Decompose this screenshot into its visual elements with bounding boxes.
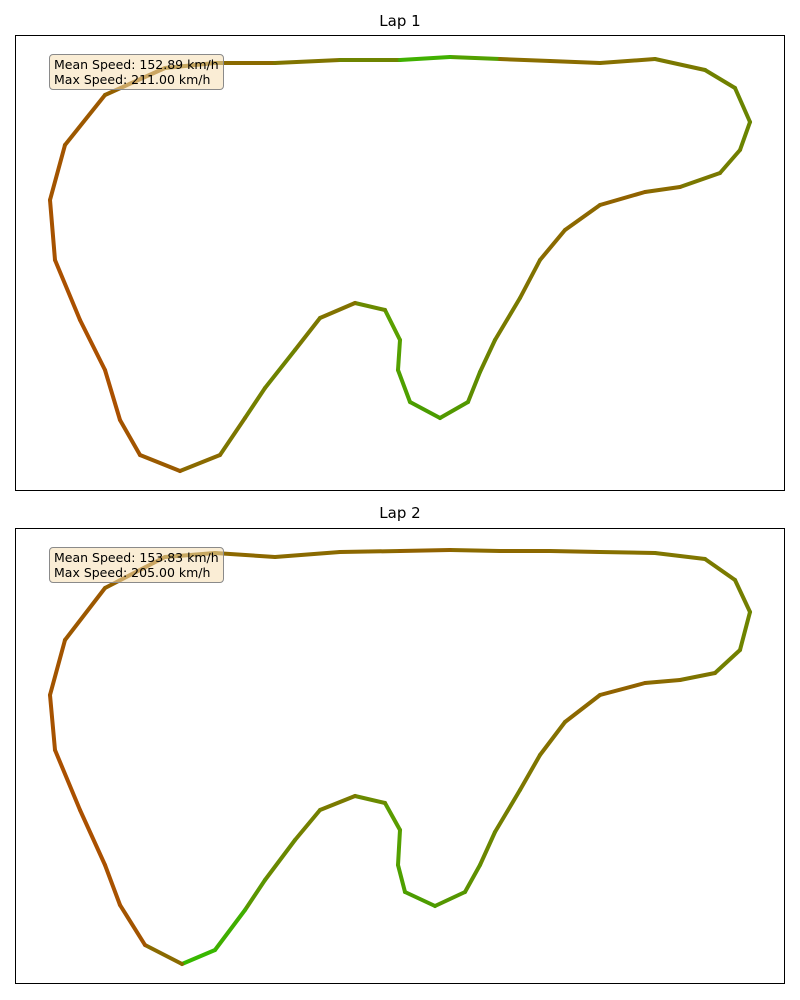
lap2-plot-area xyxy=(15,528,785,984)
lap2-mean-speed: Mean Speed: 153.83 km/h xyxy=(54,550,219,565)
lap2-track-segment xyxy=(318,794,357,812)
lap2-track-segment xyxy=(396,863,407,894)
lap2-track-segment xyxy=(383,801,402,832)
lap1-track-segment xyxy=(563,203,602,232)
lap2-track-segment xyxy=(180,948,217,966)
lap2-track-segment xyxy=(78,808,107,867)
lap2-track-segment xyxy=(433,890,467,908)
lap2-track-segment xyxy=(243,878,267,912)
lap1-track-segment xyxy=(438,400,470,420)
lap1-track-segment xyxy=(353,301,387,312)
lap1-track-segment xyxy=(396,368,412,404)
lap1-track-segment xyxy=(733,86,752,124)
lap1-track-segment xyxy=(478,338,497,374)
lap2-track-segment xyxy=(478,830,497,867)
lap1-track-segment xyxy=(103,368,122,422)
lap1-track-segment xyxy=(448,55,502,61)
lap2-track-segment xyxy=(703,557,737,582)
lap1-max-speed: Max Speed: 211.00 km/h xyxy=(54,72,211,87)
lap1-track-segment xyxy=(678,171,722,189)
lap1-track-segment xyxy=(598,190,647,207)
lap2-track-segment xyxy=(518,753,542,792)
lap1-track-segment xyxy=(398,55,452,62)
lap1-track-segment xyxy=(408,400,442,420)
lap1-track-segment xyxy=(653,57,707,72)
lap2-track-segment xyxy=(293,808,322,842)
lap1-track-segment xyxy=(243,386,267,420)
lap2-track-segment xyxy=(103,863,122,907)
lap2-track-segment xyxy=(48,638,67,697)
lap2-track-segment xyxy=(118,903,147,947)
lap1-track-segment xyxy=(318,301,357,320)
lap2-track-segment xyxy=(263,838,297,882)
lap2-track-segment xyxy=(548,549,602,554)
lap2-track-segment xyxy=(493,788,522,834)
lap2-track-segment xyxy=(213,551,277,559)
lap2-track-segment xyxy=(48,693,57,752)
lap1-track-segment xyxy=(263,348,297,390)
lap1-track-segment xyxy=(396,338,402,372)
lap1-track-segment xyxy=(48,198,57,262)
lap2-track-segment xyxy=(733,578,752,614)
lap1-track-segment xyxy=(218,416,247,457)
lap1-stats-box: Mean Speed: 152.89 km/h Max Speed: 211.0… xyxy=(49,54,224,90)
lap2-track-segment xyxy=(653,551,707,561)
lap1-track-segment xyxy=(63,93,107,147)
lap1-track-segment xyxy=(293,316,322,352)
lap2-track-segment xyxy=(448,548,502,553)
lap2-max-speed: Max Speed: 205.00 km/h xyxy=(54,565,211,580)
lap1-track-segment xyxy=(718,148,742,175)
lap2-track-segment xyxy=(643,678,682,685)
lap1-track-segment xyxy=(138,453,182,473)
lap2-track-segment xyxy=(598,681,647,697)
lap2-track-segment xyxy=(463,863,482,894)
lap1-track-segment xyxy=(48,143,67,202)
lap1-track-line xyxy=(48,55,752,473)
lap1-track-segment xyxy=(178,453,222,473)
lap1-track-segment xyxy=(538,228,567,262)
lap2-track-segment xyxy=(713,648,742,675)
lap1-track-segment xyxy=(466,370,482,404)
lap2-track-segment xyxy=(143,943,184,966)
lap2-track-segment xyxy=(53,748,82,812)
lap1-track-segment xyxy=(643,185,682,194)
lap1-track-segment xyxy=(498,57,552,63)
lap1-track-segment xyxy=(518,258,542,300)
lap1-track-segment xyxy=(53,258,82,322)
lap1-title: Lap 1 xyxy=(379,12,421,30)
lap2-track-segment xyxy=(396,828,402,867)
lap2-stats-box: Mean Speed: 153.83 km/h Max Speed: 205.0… xyxy=(49,547,224,583)
lap2-track-segment xyxy=(598,550,657,555)
lap1-mean-speed: Mean Speed: 152.89 km/h xyxy=(54,57,219,72)
lap2-track-segment xyxy=(273,550,342,559)
lap2-track-segment xyxy=(338,549,402,554)
lap2-title: Lap 2 xyxy=(379,504,421,522)
lap1-track-segment xyxy=(598,57,657,65)
lap2-track-line xyxy=(48,548,752,966)
lap1-track-segment xyxy=(548,59,602,65)
lap1-plot-area xyxy=(15,35,785,491)
lap1-track-segment xyxy=(273,58,342,65)
lap1-track-segment xyxy=(703,68,737,90)
lap2-track-segment xyxy=(678,671,717,682)
lap2-track-segment xyxy=(63,586,107,642)
lap2-track-segment xyxy=(353,794,387,805)
lap2-track-segment xyxy=(398,548,452,553)
lap2-track-segment xyxy=(213,908,247,952)
lap2-track-segment xyxy=(403,890,437,908)
lap1-track-segment xyxy=(738,120,752,152)
lap2-track-segment xyxy=(738,610,752,652)
lap2-track-segment xyxy=(538,720,567,757)
lap2-track-segment xyxy=(563,693,602,724)
lap1-track-segment xyxy=(493,296,522,342)
lap1-track-segment xyxy=(78,318,107,372)
lap1-track-segment xyxy=(383,308,402,342)
lap1-track-segment xyxy=(118,418,142,457)
